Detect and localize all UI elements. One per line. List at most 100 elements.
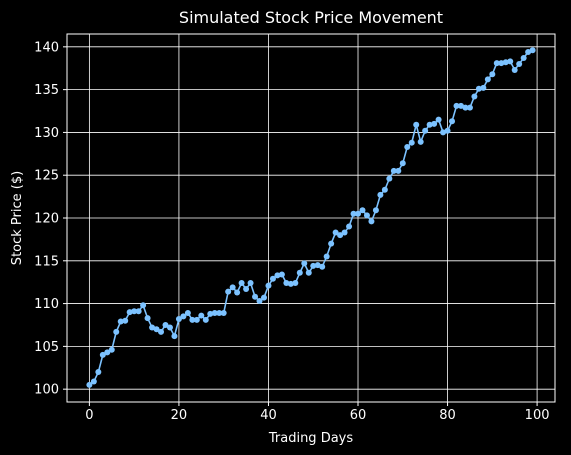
data-point	[363, 212, 370, 219]
data-point	[144, 315, 151, 322]
data-point	[386, 175, 393, 182]
data-point	[466, 104, 473, 111]
data-point	[355, 210, 362, 217]
data-point	[220, 309, 227, 316]
data-point	[193, 316, 200, 323]
data-point	[135, 308, 142, 315]
plot-frame	[66, 33, 556, 403]
data-point	[453, 102, 460, 109]
x-tick-label: 40	[260, 408, 277, 423]
data-point	[269, 275, 276, 282]
data-point	[502, 59, 509, 66]
data-point	[493, 60, 500, 67]
data-point	[372, 207, 379, 214]
data-point	[368, 218, 375, 225]
data-point	[278, 271, 285, 278]
data-point	[166, 324, 173, 331]
data-point	[408, 139, 415, 146]
data-point	[126, 309, 133, 316]
data-point	[247, 280, 254, 287]
data-point	[404, 143, 411, 150]
data-point	[435, 116, 442, 123]
data-point	[180, 313, 187, 320]
data-point	[292, 280, 299, 287]
x-axis-label: Trading Days	[268, 431, 353, 446]
data-point	[395, 167, 402, 174]
data-point	[444, 127, 451, 134]
data-point	[162, 321, 169, 328]
data-point	[243, 286, 250, 293]
data-point	[417, 138, 424, 145]
data-point	[274, 272, 281, 279]
data-point	[529, 47, 536, 54]
chart-title: Simulated Stock Price Movement	[179, 8, 443, 27]
y-tick-label: 135	[34, 83, 59, 98]
data-point	[484, 76, 491, 83]
data-point	[399, 160, 406, 167]
data-point	[413, 121, 420, 128]
y-tick-label: 100	[34, 383, 59, 398]
data-point	[511, 66, 518, 73]
data-point	[449, 118, 456, 125]
data-point	[140, 302, 147, 309]
data-point	[350, 210, 357, 217]
data-point	[332, 229, 339, 236]
data-point	[207, 310, 214, 317]
data-point	[189, 316, 196, 323]
data-point	[296, 269, 303, 276]
data-point	[211, 309, 218, 316]
data-point	[202, 316, 209, 323]
data-point	[216, 309, 223, 316]
data-point	[516, 60, 523, 67]
data-point	[113, 328, 120, 335]
data-point	[229, 284, 236, 291]
y-tick-label: 120	[34, 212, 59, 227]
y-tick-label: 130	[34, 126, 59, 141]
data-point	[323, 253, 330, 260]
y-tick-label: 115	[34, 254, 59, 269]
data-point	[256, 298, 263, 305]
y-tick-label: 125	[34, 169, 59, 184]
x-tick-label: 100	[525, 408, 550, 423]
data-point	[431, 120, 438, 127]
data-point	[117, 318, 124, 325]
data-point	[301, 260, 308, 267]
data-point	[381, 186, 388, 193]
data-point	[337, 232, 344, 239]
data-point	[108, 346, 115, 353]
y-tick-label: 140	[34, 40, 59, 55]
data-point	[341, 229, 348, 236]
data-point	[171, 333, 178, 340]
data-point	[158, 328, 165, 335]
data-point	[287, 280, 294, 287]
data-point	[390, 167, 397, 174]
y-tick-label: 110	[34, 297, 59, 312]
data-point	[104, 349, 111, 356]
data-point	[198, 312, 205, 319]
data-point	[480, 84, 487, 91]
data-point	[310, 262, 317, 269]
data-point	[175, 315, 182, 322]
data-point	[489, 71, 496, 78]
data-point	[252, 293, 259, 300]
data-point	[225, 288, 232, 295]
data-point	[153, 326, 160, 333]
data-point	[328, 240, 335, 247]
data-point	[238, 280, 245, 287]
data-point	[86, 381, 93, 388]
data-point	[260, 294, 267, 301]
data-point	[377, 191, 384, 198]
data-point	[507, 58, 514, 65]
data-point	[346, 223, 353, 230]
x-tick-label: 0	[85, 408, 93, 423]
data-point	[90, 378, 97, 385]
data-point	[426, 121, 433, 128]
data-point	[234, 289, 241, 296]
data-point	[122, 317, 129, 324]
data-point	[422, 127, 429, 134]
x-tick-label: 20	[171, 408, 188, 423]
data-point	[283, 280, 290, 287]
data-point	[265, 282, 272, 289]
